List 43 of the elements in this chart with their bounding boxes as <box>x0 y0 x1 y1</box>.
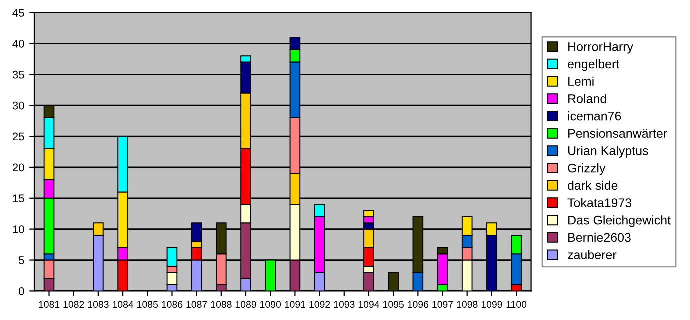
x-tick-label: 1081 <box>39 301 60 308</box>
legend-label: dark side <box>568 180 618 190</box>
y-tick-label: 30 <box>12 102 24 110</box>
legend-label: Bernie2603 <box>568 232 631 242</box>
y-tick-label: 40 <box>12 40 24 48</box>
x-tick-label: 1087 <box>186 301 208 308</box>
legend-label: Pensionsanwärter <box>568 128 668 138</box>
y-tick-label: 10 <box>13 226 24 234</box>
legend-label: Tokata1973 <box>568 198 632 208</box>
x-tick-label: 1098 <box>457 301 478 308</box>
x-tick-label: 1092 <box>310 301 330 308</box>
legend-label: Urian Kalyptus <box>568 146 648 158</box>
legend-label: iceman76 <box>568 112 622 121</box>
x-tick-label: 1099 <box>482 301 502 308</box>
x-tick-label: 1083 <box>88 301 109 308</box>
x-tick-label: 1096 <box>408 301 429 308</box>
x-tick-label: 1093 <box>334 301 355 308</box>
x-tick-label: 1094 <box>358 301 380 308</box>
legend-label: Das Gleichgewicht <box>568 216 671 228</box>
x-tick-label: 1091 <box>285 301 306 308</box>
x-tick-label: 1095 <box>384 301 404 308</box>
y-tick-label: 35 <box>12 70 24 79</box>
x-tick-label: 1090 <box>260 301 282 308</box>
x-tick-label: 1086 <box>162 301 183 308</box>
x-tick-label: 1084 <box>112 301 134 308</box>
x-tick-label: 1100 <box>506 301 527 308</box>
x-tick-label: 1088 <box>211 301 232 308</box>
legend-label: HorrorHarry <box>568 42 634 54</box>
x-tick-label: 1082 <box>64 301 84 308</box>
x-tick-label: 1089 <box>236 301 256 308</box>
y-tick-label: 0 <box>19 287 24 296</box>
y-tick-label: 15 <box>13 194 24 203</box>
y-tick-label: 5 <box>19 256 24 264</box>
y-tick-label: 25 <box>12 132 24 141</box>
legend-label: zauberer <box>568 250 617 260</box>
legend-label: Roland <box>568 94 606 104</box>
legend-label: Lemi <box>568 76 594 86</box>
legend-label: Grizzly <box>568 164 606 176</box>
x-tick-label: 1085 <box>138 301 158 308</box>
y-tick-label: 45 <box>12 9 24 17</box>
x-tick-label: 1097 <box>432 301 454 308</box>
legend-label: engelbert <box>568 59 620 72</box>
y-tick-label: 20 <box>12 164 24 172</box>
